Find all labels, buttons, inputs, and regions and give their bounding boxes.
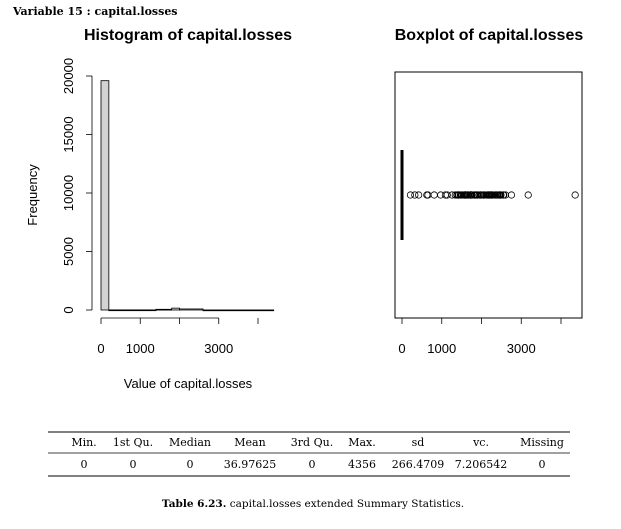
table-header-row: Min. 1st Qu. Median Mean 3rd Qu. Max. sd vc. Mis… [71, 436, 564, 449]
histogram-bar-1 [108, 309, 157, 312]
histogram-bar-3 [171, 307, 180, 311]
table-cell: 0 [81, 458, 88, 471]
boxplot-outlier-point [468, 191, 476, 199]
boxplot-outlier-point [497, 191, 505, 199]
boxplot-outlier-point [500, 191, 508, 199]
caption-text: capital.losses extended Summary Statisti… [230, 498, 464, 510]
boxplot-outlier-point [411, 191, 419, 199]
table-header-cell: Missing [520, 436, 564, 449]
histogram-title: Histogram of capital.losses [84, 27, 292, 44]
histogram-bar-0 [100, 80, 110, 311]
histogram-x-label: Value of capital.losses [124, 376, 253, 391]
boxplot-outlier-point [507, 191, 516, 199]
table-cell: 36.97625 [224, 458, 277, 471]
table-header-cell: Mean [234, 436, 265, 449]
table-cell: 0 [130, 458, 137, 471]
boxplot-x-tick-label: 0 [398, 341, 405, 356]
table-cell: 0 [539, 458, 546, 471]
histogram-y-label: Frequency [25, 164, 40, 226]
histogram-x-tick-label: 1000 [126, 341, 155, 356]
table-header-cell: Max. [348, 436, 376, 449]
boxplot-chart: Boxplot of capital.losses 0 1000 3000 [394, 27, 584, 356]
variable-name: capital.losses [95, 5, 178, 18]
summary-table: Min. 1st Qu. Median Mean 3rd Qu. Max. sd vc. Mis… [48, 431, 570, 477]
boxplot-x-tick-label: 1000 [427, 341, 456, 356]
boxplot-x-tick-label: 3000 [507, 341, 536, 356]
boxplot-outlier-point [406, 191, 415, 199]
histogram-chart: Histogram of capital.losses 0 1000 3000 0 5… [25, 27, 292, 391]
histogram-y-tick-label: 10000 [61, 175, 76, 211]
histogram-x-axis: 0 1000 3000 [97, 317, 259, 356]
table-cell: 266.4709 [392, 458, 445, 471]
histogram-x-tick-label: 0 [97, 341, 104, 356]
boxplot-outliers [406, 191, 579, 199]
histogram-y-tick-label: 15000 [61, 116, 76, 152]
boxplot-outlier-point [443, 191, 451, 199]
table-cell: 0 [187, 458, 194, 471]
table-cell: 4356 [348, 458, 376, 471]
boxplot-title: Boxplot of capital.losses [395, 27, 584, 44]
boxplot-x-axis: 0 1000 3000 [398, 317, 562, 356]
table-body: 0 0 0 36.97625 0 4356 266.4709 7.206542 0 [81, 458, 546, 471]
table-caption: Table 6.23. capital.losses extended Summ… [162, 498, 464, 510]
histogram-y-tick-label: 5000 [61, 237, 76, 266]
table-header-cell: Min. [71, 436, 96, 449]
boxplot-outlier-point [571, 191, 579, 199]
histogram-bar-2 [155, 308, 173, 311]
variable-label: Variable 15 : [12, 5, 91, 18]
table-header-cell: sd [412, 436, 425, 449]
table-cell: 0 [309, 458, 316, 471]
histogram-bar-4 [179, 308, 204, 311]
histogram-x-tick-label: 3000 [204, 341, 233, 356]
table-cell: 7.206542 [455, 458, 508, 471]
histogram-y-tick-label: 20000 [61, 58, 76, 94]
boxplot-outlier-point [524, 191, 532, 199]
table-header-cell: 1st Qu. [113, 436, 153, 449]
table-header-cell: vc. [472, 436, 489, 449]
table-header-cell: 3rd Qu. [291, 436, 333, 449]
histogram-bars [100, 80, 275, 312]
histogram-y-tick-label: 0 [61, 306, 76, 313]
variable-heading: Variable 15 : capital.losses [12, 5, 178, 18]
histogram-bar-5 [202, 309, 275, 312]
caption-label: Table 6.23. [162, 498, 227, 510]
histogram-y-axis: 0 5000 10000 15000 20000 [61, 58, 93, 314]
table-header-cell: Median [169, 436, 211, 449]
boxplot-outlier-point [415, 191, 423, 199]
boxplot-outlier-point [430, 191, 438, 199]
